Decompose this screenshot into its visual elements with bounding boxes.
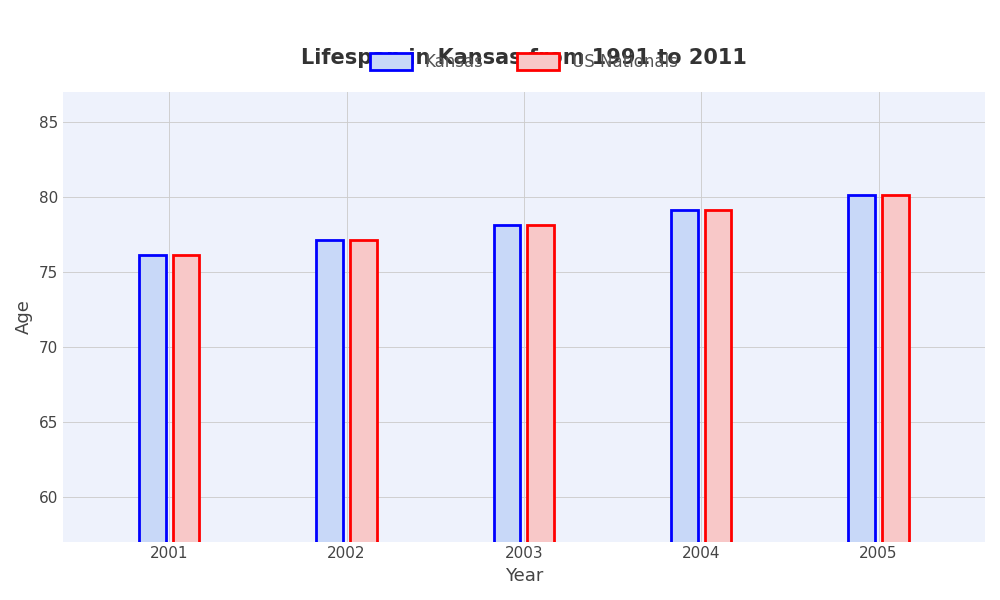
Bar bbox=[173, 256, 199, 600]
Y-axis label: Age: Age bbox=[15, 299, 33, 334]
Bar bbox=[316, 241, 343, 600]
Bar bbox=[848, 196, 875, 600]
Bar bbox=[494, 226, 520, 600]
Bar bbox=[671, 211, 698, 600]
Bar bbox=[139, 256, 166, 600]
Bar bbox=[350, 241, 377, 600]
X-axis label: Year: Year bbox=[505, 567, 543, 585]
Bar bbox=[705, 211, 731, 600]
Bar bbox=[882, 196, 909, 600]
Title: Lifespan in Kansas from 1991 to 2011: Lifespan in Kansas from 1991 to 2011 bbox=[301, 49, 747, 68]
Legend: Kansas, US Nationals: Kansas, US Nationals bbox=[363, 47, 685, 78]
Bar bbox=[527, 226, 554, 600]
